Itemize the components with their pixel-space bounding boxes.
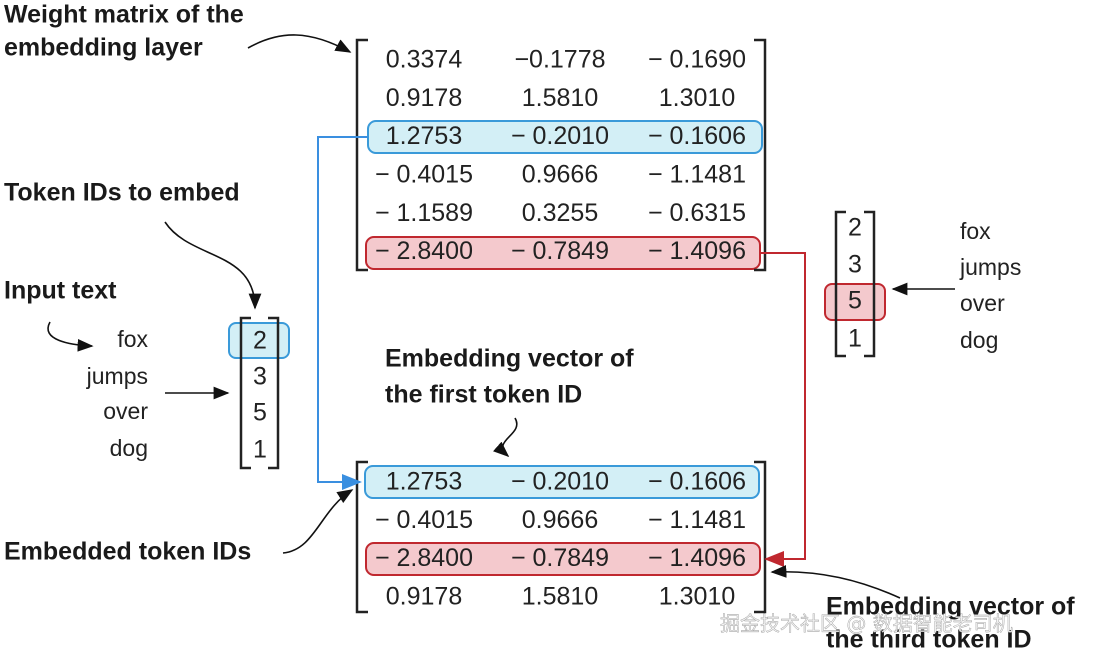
- bracket: [239, 316, 280, 470]
- token-id: 3: [253, 363, 267, 391]
- matrix-cell: − 0.2010: [511, 468, 609, 496]
- token-id: 1: [848, 325, 862, 353]
- token-id: 2: [848, 214, 862, 242]
- bracket: [355, 38, 767, 272]
- matrix-cell: 0.9178: [386, 84, 462, 112]
- arrow: [770, 565, 901, 599]
- matrix-cell: 1.5810: [522, 583, 598, 611]
- matrix-cell: − 0.6315: [648, 199, 746, 227]
- arrow: [247, 34, 352, 53]
- highlight-row: [364, 465, 760, 499]
- arrow: [47, 321, 94, 352]
- label: the first token ID: [385, 381, 582, 409]
- input-word: over: [103, 398, 148, 424]
- blue-connector: [317, 136, 368, 490]
- matrix-cell: 0.9178: [386, 583, 462, 611]
- arrow: [164, 221, 262, 310]
- matrix-cell: − 0.7849: [511, 544, 609, 572]
- highlight-id: [824, 283, 886, 321]
- matrix-cell: 1.2753: [386, 468, 462, 496]
- token-id: 5: [848, 287, 862, 315]
- matrix-cell: − 1.1481: [648, 161, 746, 189]
- red-connector: [760, 252, 806, 567]
- lookup-word: jumps: [959, 254, 1021, 280]
- input-word: jumps: [86, 363, 148, 389]
- matrix-cell: − 1.4096: [648, 544, 746, 572]
- matrix-cell: −0.1778: [514, 46, 605, 74]
- highlight-row: [365, 542, 761, 576]
- matrix-cell: − 0.4015: [375, 506, 473, 534]
- token-id: 3: [848, 251, 862, 279]
- label: Weight matrix of the: [4, 1, 244, 29]
- bracket: [355, 460, 767, 614]
- matrix-cell: 0.9666: [522, 161, 598, 189]
- lookup-word: fox: [960, 218, 991, 244]
- token-id: 2: [253, 327, 267, 355]
- brackets: [239, 38, 876, 614]
- matrix-cell: − 2.8400: [375, 237, 473, 265]
- matrix-cell: − 0.2010: [511, 122, 609, 150]
- watermark: 掘金技术社区 @ 数据智能老司机: [720, 612, 1013, 636]
- matrix-cell: − 0.7849: [511, 237, 609, 265]
- matrix-cell: 1.3010: [659, 84, 735, 112]
- arrow: [492, 417, 518, 458]
- matrix-cell: − 2.8400: [375, 544, 473, 572]
- connectors: [47, 34, 955, 599]
- label: Token IDs to embed: [4, 179, 240, 207]
- matrix-cell: 1.5810: [522, 84, 598, 112]
- label: Embedding vector of: [826, 593, 1075, 621]
- label: the third token ID: [826, 626, 1032, 654]
- label: Input text: [4, 277, 117, 305]
- matrix-cell: − 0.1606: [648, 468, 746, 496]
- input-word: fox: [117, 326, 148, 352]
- lookup-word: over: [960, 290, 1005, 316]
- bracket: [834, 210, 876, 358]
- matrix-cell: − 0.4015: [375, 161, 473, 189]
- lookup-word: dog: [960, 327, 998, 353]
- input-word: dog: [110, 435, 148, 461]
- highlight-id: [228, 322, 290, 359]
- label: embedding layer: [4, 34, 203, 62]
- matrix-cell: − 0.1690: [648, 46, 746, 74]
- matrix-cell: 0.3374: [386, 46, 463, 74]
- matrix-cell: − 0.1606: [648, 122, 746, 150]
- label: Embedding vector of: [385, 345, 634, 373]
- matrix-cell: 0.3255: [522, 199, 598, 227]
- matrix-cell: 0.9666: [522, 506, 598, 534]
- token-id: 5: [253, 399, 267, 427]
- matrix-cell: 1.2753: [386, 122, 462, 150]
- matrix-cell: 1.3010: [659, 583, 735, 611]
- matrix-cell: − 1.1589: [375, 199, 473, 227]
- matrix-cell: − 1.1481: [648, 506, 746, 534]
- label: Embedded token IDs: [4, 538, 251, 566]
- token-id: 1: [253, 436, 267, 464]
- matrix-cell: − 1.4096: [648, 237, 746, 265]
- arrow: [282, 489, 354, 554]
